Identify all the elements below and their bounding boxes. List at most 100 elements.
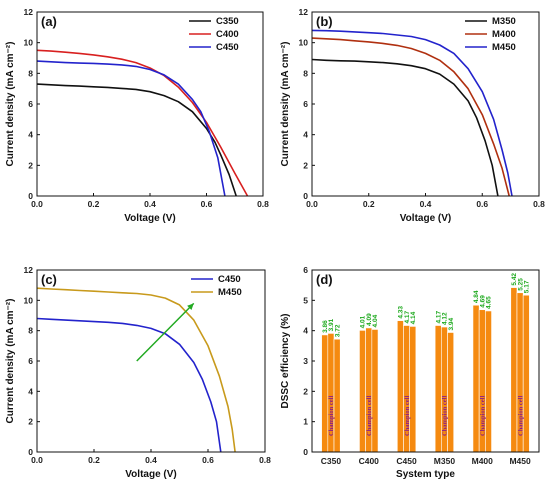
champion-cell-label: Champion cell <box>517 396 524 436</box>
bar-value-label: 4.09 <box>366 313 373 326</box>
x-tick-label: 0.4 <box>420 199 432 209</box>
y-tick-label: 4 <box>303 326 308 336</box>
x-tick-label: 0.6 <box>202 455 214 465</box>
x-axis-label: Voltage (V) <box>124 213 175 224</box>
y-tick-label: 10 <box>299 38 309 48</box>
series-line-c450 <box>36 60 226 197</box>
y-tick-label: 12 <box>24 7 34 17</box>
x-category-label: M350 <box>434 456 456 466</box>
bar-group-c400: 4.01 4.09 4.04 Champion cell C400 <box>359 313 380 466</box>
y-tick-label: 2 <box>303 386 308 396</box>
y-tick-label: 2 <box>303 160 308 170</box>
series-line-c350 <box>36 83 237 197</box>
y-tick-label: 1 <box>303 417 308 427</box>
legend-label: M350 <box>492 16 516 27</box>
legend: C450 M450 <box>191 274 242 298</box>
chart-panel-2: (c) Current density (mA cm⁻²) Voltage (V) 0… <box>5 265 271 480</box>
x-axis-label: Voltage (V) <box>400 213 451 224</box>
bar-value-label: 4.04 <box>372 314 379 327</box>
champion-cell-label: Champion cell <box>479 396 486 436</box>
y-tick-label: 5 <box>303 295 308 305</box>
bar-group-m450: 5.42 5.25 5.17 Champion cell M450 <box>509 273 531 466</box>
legend-label: C450 <box>218 274 241 285</box>
x-tick-label: 0.0 <box>31 455 43 465</box>
panel-label: (d) <box>316 272 333 287</box>
bar-value-label: 3.94 <box>448 317 455 330</box>
bar-value-label: 4.17 <box>404 310 411 323</box>
legend-label: M450 <box>218 287 242 298</box>
bar-value-label: 4.84 <box>473 290 480 303</box>
plot-frame <box>311 269 540 453</box>
bar-value-label: 4.33 <box>398 306 405 319</box>
x-axis-label: System type <box>396 469 455 480</box>
bar <box>396 320 404 453</box>
x-tick-label: 0.0 <box>31 199 43 209</box>
arrow-annotation-head <box>187 303 194 310</box>
panel-label: (c) <box>41 272 57 287</box>
y-tick-label: 4 <box>28 386 33 396</box>
series-line-m350 <box>311 58 499 197</box>
bar-group-m400: 4.84 4.69 4.65 Champion cell M400 <box>472 290 494 466</box>
legend-label: C450 <box>216 42 239 53</box>
legend-label: C400 <box>216 29 239 40</box>
x-tick-label: 0.8 <box>533 199 545 209</box>
panel-label: (a) <box>41 14 57 29</box>
chart-panel-3: 3.86 3.91 3.72 Champion cell C350 4.01 4.09 4.0… <box>280 265 540 480</box>
bar-group-m350: 4.17 4.12 3.94 Champion cell M350 <box>434 310 456 466</box>
x-tick-label: 0.6 <box>476 199 488 209</box>
x-axis-label: Voltage (V) <box>125 469 176 480</box>
y-axis-label: Current density (mA cm⁻²) <box>5 299 16 424</box>
y-tick-label: 6 <box>28 356 33 366</box>
arrow-annotation-line <box>136 302 195 362</box>
x-tick-label: 0.4 <box>144 199 156 209</box>
x-category-label: C400 <box>359 456 380 466</box>
bar-value-label: 4.69 <box>479 295 486 308</box>
y-tick-label: 4 <box>303 130 308 140</box>
bar-value-label: 4.12 <box>442 312 449 325</box>
champion-cell-label: Champion cell <box>366 396 373 436</box>
series-line-m450 <box>311 29 513 197</box>
y-axis-label: Current density (mA cm⁻²) <box>5 42 16 167</box>
x-tick-label: 0.4 <box>145 455 157 465</box>
legend-label: M400 <box>492 29 516 40</box>
x-tick-label: 0.2 <box>363 199 375 209</box>
legend-label: M450 <box>492 42 516 53</box>
x-category-label: C450 <box>396 456 417 466</box>
bar <box>359 330 366 453</box>
legend: C350 C400 C450 <box>189 16 239 53</box>
x-tick-label: 0.2 <box>88 455 100 465</box>
bar-value-label: 4.17 <box>435 310 442 323</box>
x-tick-label: 0.8 <box>257 199 269 209</box>
y-tick-label: 6 <box>303 99 308 109</box>
series-line-c400 <box>36 49 249 197</box>
x-category-label: M400 <box>472 456 494 466</box>
bar-value-label: 5.17 <box>523 280 530 293</box>
chart-panel-0: (a) Current density (mA cm⁻²) Voltage (V) 0… <box>5 7 269 224</box>
x-category-label: M450 <box>509 456 531 466</box>
series-group <box>36 49 249 197</box>
chart-panel-1: (b) Current density (mA cm⁻²) Voltage (V) 0… <box>280 7 545 224</box>
champion-cell-label: Champion cell <box>404 396 411 436</box>
y-tick-label: 8 <box>28 326 33 336</box>
legend-label: C350 <box>216 16 239 27</box>
bar <box>434 325 442 453</box>
y-tick-label: 10 <box>24 295 34 305</box>
y-tick-label: 6 <box>28 99 33 109</box>
bar-value-label: 5.25 <box>517 278 524 291</box>
y-tick-label: 8 <box>303 68 308 78</box>
series-group <box>36 287 236 453</box>
y-tick-label: 12 <box>24 265 34 275</box>
bar-value-label: 5.42 <box>511 273 518 286</box>
bar <box>321 334 329 453</box>
bar-value-label: 4.01 <box>360 315 367 328</box>
champion-cell-label: Champion cell <box>442 396 449 436</box>
bar-value-label: 4.65 <box>486 296 493 309</box>
y-tick-label: 2 <box>28 160 33 170</box>
y-tick-label: 2 <box>28 417 33 427</box>
champion-cell-label: Champion cell <box>328 396 335 436</box>
y-tick-label: 4 <box>28 130 33 140</box>
legend: M350 M400 M450 <box>465 16 516 53</box>
series-group <box>311 29 513 197</box>
series-line-c450 <box>36 317 222 453</box>
